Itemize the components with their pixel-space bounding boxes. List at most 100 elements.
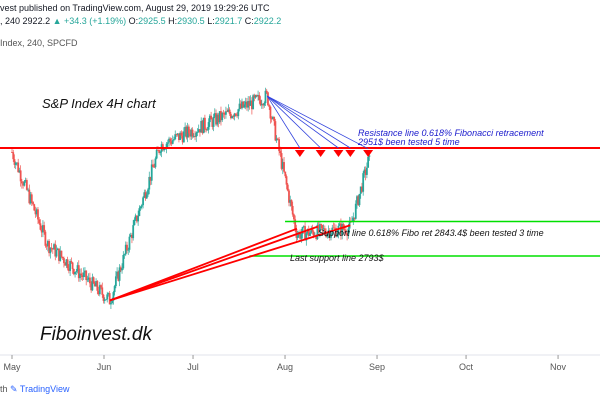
candle [210, 111, 212, 120]
footer: th ✎ TradingView [0, 384, 69, 395]
candle [367, 156, 370, 168]
candle [103, 297, 106, 304]
candle [154, 156, 157, 169]
candle [19, 165, 22, 187]
candle [100, 284, 102, 290]
tradingview-brand[interactable]: TradingView [19, 384, 70, 394]
candles [11, 87, 371, 310]
footer-prefix: th [0, 384, 8, 394]
candle [216, 112, 219, 127]
candle [173, 136, 175, 142]
candle [317, 220, 320, 234]
candle [49, 247, 52, 259]
candle [107, 292, 110, 297]
candle [213, 108, 216, 119]
candle [236, 112, 238, 118]
candle [302, 225, 305, 228]
high-label: H: [168, 16, 178, 26]
candle [70, 257, 73, 264]
x-tick-label: Aug [277, 362, 293, 372]
candle [12, 149, 15, 162]
chart-title: S&P Index 4H chart [42, 96, 157, 111]
candle [72, 268, 75, 276]
candle [237, 108, 240, 120]
candle [196, 128, 199, 137]
candle [195, 131, 198, 142]
candle [67, 264, 70, 274]
resistance-test-marker [363, 150, 374, 157]
candle [204, 114, 206, 133]
candle [365, 162, 368, 179]
candle [127, 247, 130, 255]
x-tick-label: Oct [459, 362, 474, 372]
candle [276, 137, 279, 141]
resistance-label-line1: Resistance line 0.618% Fibonacci retrace… [358, 128, 544, 138]
trend-line[interactable] [109, 224, 351, 302]
candle [53, 242, 55, 250]
candle [200, 117, 203, 133]
candle [61, 256, 64, 261]
candle [65, 258, 68, 268]
low-label: L: [207, 16, 215, 26]
candle [280, 149, 283, 171]
candle [309, 231, 311, 237]
candle [228, 107, 231, 116]
candle [182, 127, 185, 143]
candle [285, 174, 288, 190]
candle [357, 195, 360, 206]
support-label: Support line 0.618% Fibo ret 2843.4$ bee… [318, 228, 544, 238]
close-label: C: [244, 16, 254, 26]
candle [265, 88, 268, 94]
fan-line[interactable] [266, 95, 301, 149]
publisher-name[interactable]: vest [0, 3, 17, 13]
candle [76, 262, 79, 274]
candle [212, 113, 215, 132]
candle [131, 232, 133, 244]
open-value: 2925.5 [138, 16, 166, 26]
candle [135, 215, 138, 224]
fan-line[interactable] [267, 95, 351, 149]
trend-line[interactable] [109, 225, 318, 302]
high-value: 2930.5 [177, 16, 205, 26]
candle [206, 127, 209, 131]
candle [142, 196, 144, 209]
candle [184, 122, 187, 137]
candle [116, 267, 119, 279]
candle [341, 221, 344, 240]
candle [181, 131, 184, 145]
candle [227, 104, 230, 113]
last-support-label: Last support line 2793$ [290, 253, 385, 263]
candle [168, 136, 170, 147]
candle [123, 253, 126, 259]
candle [30, 192, 33, 206]
tradingview-logo-icon[interactable]: ✎ [10, 384, 18, 394]
candle [253, 93, 256, 102]
candle [241, 98, 243, 110]
candle [126, 241, 128, 254]
candle [148, 171, 151, 195]
last-price: 2922.2 [22, 16, 51, 26]
candle [93, 281, 96, 287]
fan-line[interactable] [267, 95, 369, 150]
candle [260, 99, 263, 109]
candle [202, 117, 205, 134]
candle [34, 206, 37, 218]
candle [16, 162, 18, 166]
candle [90, 281, 93, 293]
fan-line[interactable] [266, 95, 321, 149]
candle [24, 177, 27, 183]
x-tick-label: Sep [369, 362, 385, 372]
fan-line[interactable] [266, 95, 339, 149]
candle [190, 127, 193, 141]
candle [33, 203, 36, 211]
candle [268, 103, 271, 111]
candle [321, 224, 324, 234]
candle [59, 246, 62, 262]
candle [81, 272, 84, 281]
candle [258, 92, 261, 104]
candle [42, 220, 44, 238]
candle [244, 97, 247, 110]
candle [134, 213, 137, 222]
candle [262, 102, 264, 109]
